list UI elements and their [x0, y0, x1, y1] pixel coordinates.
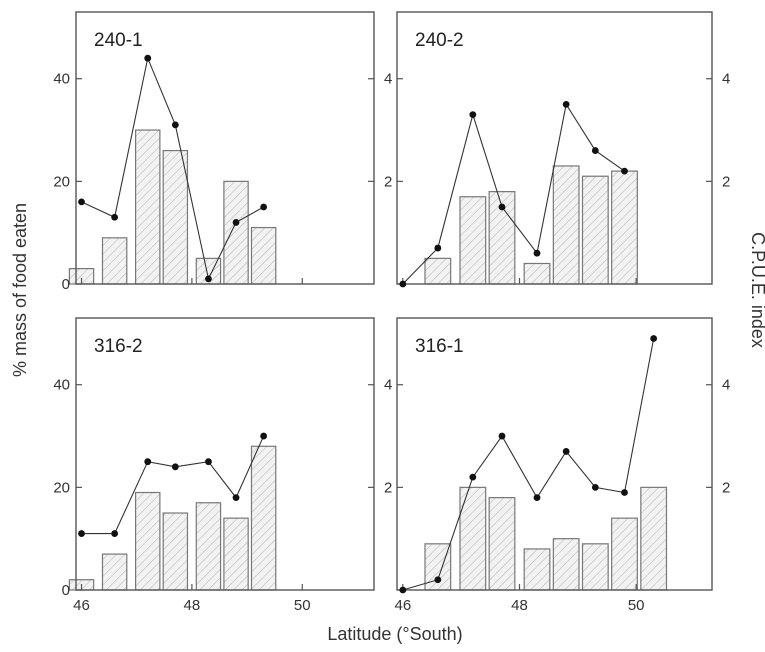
cpue-point: [498, 203, 506, 211]
cpue-point: [144, 458, 152, 466]
panel-240-2: 2 4 240-2: [396, 11, 730, 288]
cpue-point: [621, 489, 628, 496]
bar: [223, 180, 249, 285]
cpue-point: [399, 280, 407, 288]
y-tick-label: 40: [53, 71, 70, 88]
plot-frame: [75, 11, 375, 285]
bar: [250, 445, 277, 591]
y2-tick-label: 4: [722, 71, 730, 88]
bar: [162, 512, 189, 591]
cpue-point: [260, 203, 268, 211]
x-tick-label: 50: [294, 597, 311, 614]
cpue-point: [533, 494, 541, 502]
y2-tick-label: 2: [384, 173, 392, 190]
y2-tick-label: 2: [384, 479, 392, 496]
cpue-point: [78, 530, 85, 537]
bar: [581, 543, 609, 591]
x-axis-title: Latitude (°South): [327, 624, 462, 644]
cpue-series-line: [402, 102, 625, 285]
panel-240-1: 0 20 40 2 4 240-1: [53, 11, 392, 293]
cpue-point: [205, 458, 212, 466]
cpue-point: [533, 249, 541, 257]
y-tick-label: 0: [62, 582, 70, 599]
plot-frame: [75, 317, 375, 591]
bar: [459, 486, 487, 591]
y2-tick-label: 2: [722, 173, 730, 190]
cpue-point: [260, 432, 268, 440]
x-tick-label: 46: [73, 597, 90, 614]
y2-tick-label: 4: [384, 377, 392, 394]
cpue-point: [171, 463, 179, 471]
plot-frame: [396, 11, 713, 285]
bar: [581, 175, 609, 285]
bar: [611, 517, 638, 591]
right-axis-title: C.P.U.E. index: [748, 232, 765, 348]
y-tick-label: 20: [53, 479, 70, 496]
cpue-point: [232, 494, 240, 502]
bar: [640, 486, 668, 591]
cpue-point: [111, 530, 119, 537]
bar: [223, 517, 249, 591]
cpue-point: [144, 54, 152, 62]
panel-title: 316-2: [94, 336, 143, 357]
bar: [101, 237, 128, 285]
bar: [135, 491, 161, 591]
cpue-point: [562, 448, 570, 455]
bar: [523, 262, 551, 285]
bar: [552, 165, 580, 285]
bar: [162, 149, 189, 285]
cpue-point: [434, 244, 442, 252]
cpue-point: [111, 213, 119, 221]
cpue-point: [591, 147, 599, 154]
x-tick-label: 46: [394, 597, 411, 614]
bar: [523, 548, 551, 591]
plot-frame: [396, 317, 713, 591]
cpue-point: [621, 167, 628, 175]
cpue-point: [469, 473, 477, 481]
y2-tick-label: 2: [722, 479, 730, 496]
y2-tick-label: 4: [384, 71, 392, 88]
panel-316-1: 2 4 46 48 50 316-1: [394, 317, 730, 614]
cpue-point: [498, 432, 506, 440]
panel-title: 240-2: [415, 30, 464, 51]
y-tick-label: 0: [62, 276, 70, 293]
cpue-point: [205, 275, 212, 283]
bar: [135, 129, 161, 285]
bar: [424, 257, 452, 285]
bar: [250, 226, 277, 285]
cpue-point: [591, 483, 599, 491]
y-tick-label: 20: [53, 173, 70, 190]
bar: [488, 497, 516, 591]
y-tick-label: 40: [53, 377, 70, 394]
bar: [101, 553, 128, 591]
cpue-point: [171, 121, 179, 129]
bar: [552, 538, 580, 591]
left-axis-title: % mass of food eaten: [10, 203, 30, 377]
x-tick-label: 48: [511, 597, 528, 614]
y2-tick-label: 4: [722, 377, 730, 394]
chart-panels: 0 20 40 2 4 240-1 2 4 240-2 0 20 40 2 4 46 48 50 316-2 2 4 4…: [53, 11, 730, 614]
cpue-point: [562, 100, 570, 108]
cpue-point: [232, 219, 240, 226]
panel-title: 240-1: [94, 30, 143, 51]
x-tick-label: 50: [628, 597, 645, 614]
panel-316-2: 0 20 40 2 4 46 48 50 316-2: [53, 317, 392, 614]
x-tick-label: 48: [184, 597, 201, 614]
bar: [611, 170, 638, 285]
panel-title: 316-1: [415, 336, 464, 357]
cpue-point: [434, 576, 442, 584]
bar: [459, 196, 487, 285]
cpue-point: [399, 586, 407, 594]
bar: [195, 502, 222, 591]
cpue-point: [469, 111, 477, 119]
cpue-point: [78, 198, 85, 206]
cpue-point: [650, 335, 658, 342]
